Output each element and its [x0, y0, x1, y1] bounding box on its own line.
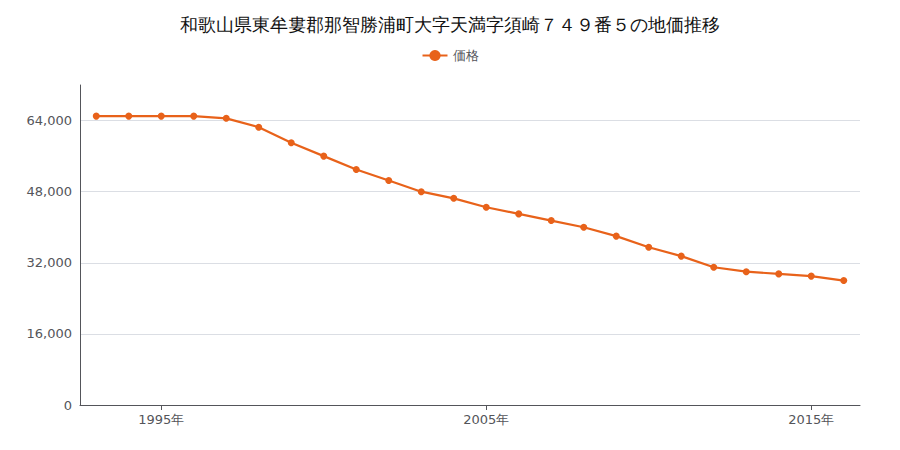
svg-text:価格: 価格	[453, 48, 479, 63]
svg-text:2015年: 2015年	[788, 412, 834, 427]
svg-text:2005年: 2005年	[463, 412, 509, 427]
svg-text:16,000: 16,000	[27, 326, 73, 341]
svg-text:0: 0	[64, 398, 72, 413]
svg-text:64,000: 64,000	[27, 113, 73, 128]
svg-text:48,000: 48,000	[27, 184, 73, 199]
svg-text:32,000: 32,000	[27, 255, 73, 270]
svg-text:1995年: 1995年	[138, 412, 184, 427]
svg-text:和歌山県東牟婁郡那智勝浦町大字天満字須崎７４９番５の地価推移: 和歌山県東牟婁郡那智勝浦町大字天満字須崎７４９番５の地価推移	[180, 14, 720, 35]
